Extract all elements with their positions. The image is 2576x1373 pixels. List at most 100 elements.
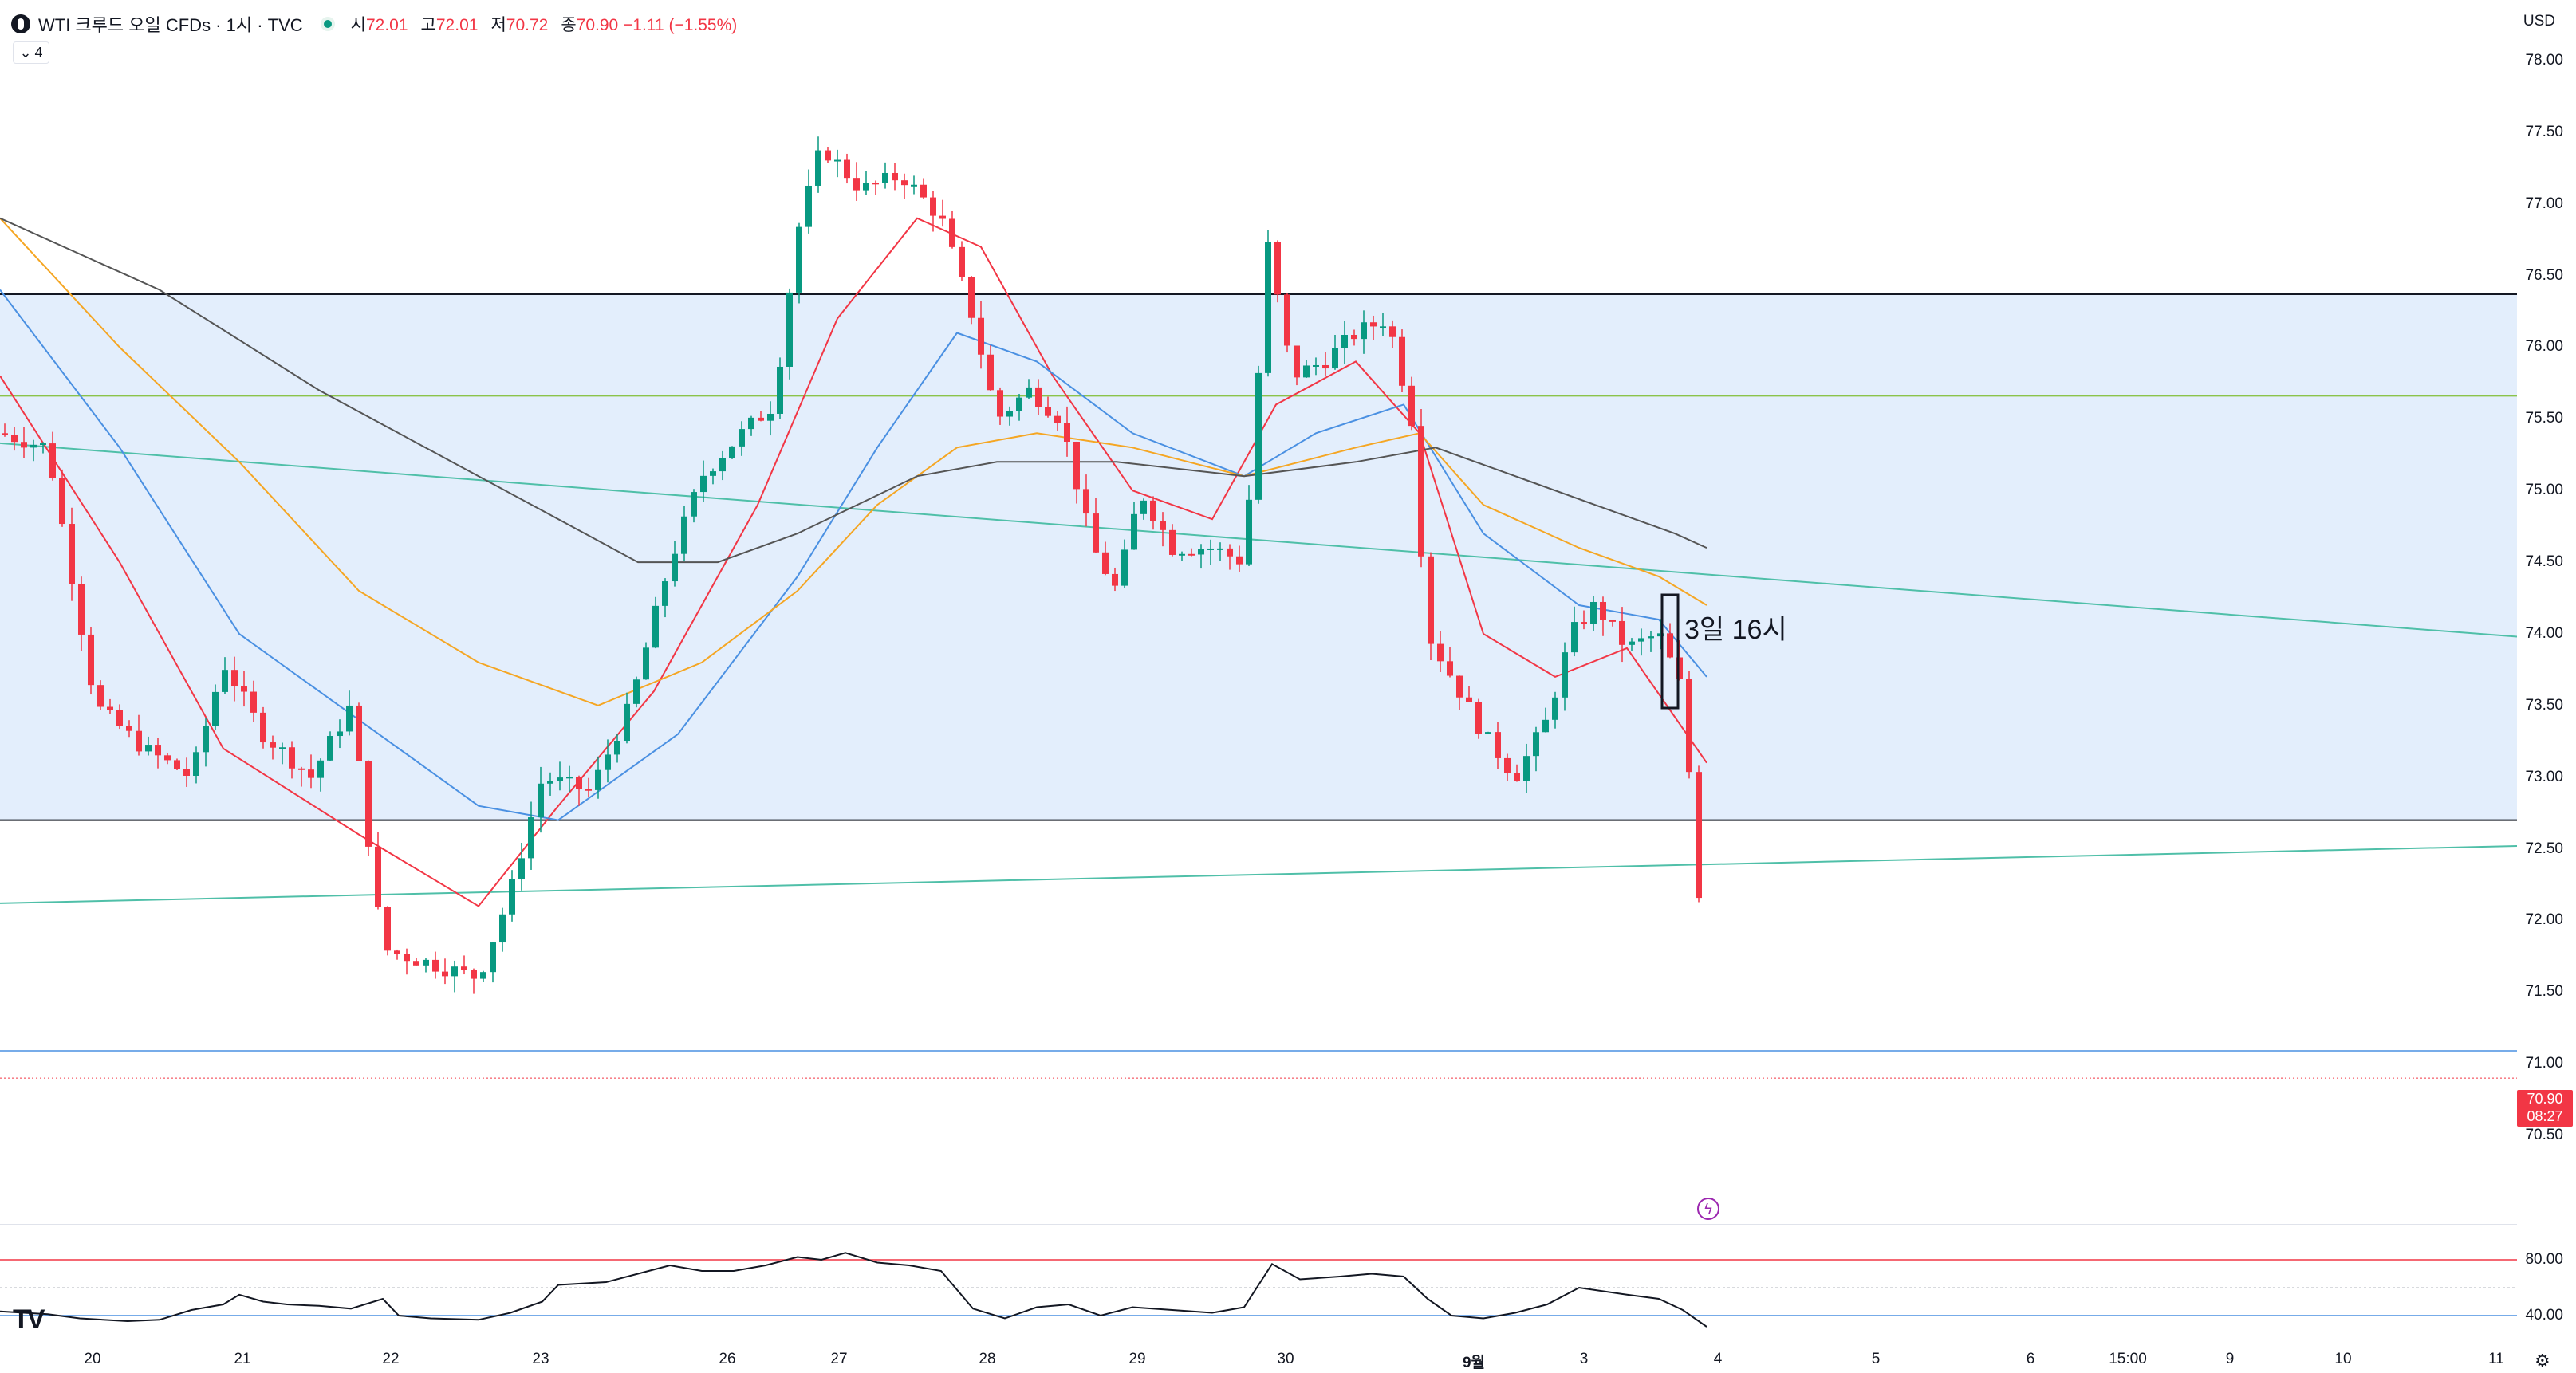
symbol-title[interactable]: WTI 크루드 오일 CFDs · 1시 · TVC bbox=[38, 15, 303, 35]
candle-body bbox=[1073, 442, 1080, 490]
candle-body bbox=[681, 516, 687, 554]
ohlc-item: 시72.01 bbox=[350, 16, 408, 34]
candle-body bbox=[892, 172, 898, 181]
time-tick-label: 6 bbox=[2026, 1351, 2035, 1367]
indicator-toggle[interactable]: ⌄ 4 bbox=[13, 41, 49, 64]
price-tick-label: 70.50 bbox=[2525, 1127, 2563, 1144]
market-status-icon[interactable] bbox=[320, 17, 335, 31]
time-tick-label: 23 bbox=[532, 1351, 549, 1367]
candle-body bbox=[662, 581, 668, 606]
candle-body bbox=[270, 742, 276, 748]
gear-icon[interactable]: ⚙ bbox=[2535, 1351, 2550, 1371]
candle-body bbox=[1523, 756, 1530, 781]
candle-body bbox=[566, 777, 573, 779]
price-tick-label: 72.00 bbox=[2525, 911, 2563, 929]
candle-body bbox=[987, 354, 994, 391]
candle-body bbox=[911, 184, 917, 187]
candle-body bbox=[1351, 335, 1357, 340]
candle-body bbox=[164, 755, 171, 761]
candle-body bbox=[719, 458, 726, 472]
candle-body bbox=[356, 705, 362, 761]
candle-body bbox=[250, 691, 257, 713]
price-axis[interactable]: 78.00 77.50 77.00 76.50 76.00 75.50 75.00 74.50… bbox=[2517, 0, 2576, 1347]
time-tick-label: 28 bbox=[979, 1351, 996, 1367]
time-tick-label: 20 bbox=[84, 1351, 101, 1367]
candle-body bbox=[193, 752, 199, 776]
candle-body bbox=[1169, 529, 1176, 555]
candle-body bbox=[97, 685, 104, 707]
candle-body bbox=[1198, 549, 1204, 555]
candle-body bbox=[1399, 336, 1405, 386]
candle-body bbox=[1504, 757, 1511, 773]
candle-body bbox=[40, 443, 46, 446]
candle-body bbox=[576, 777, 582, 789]
candle-body bbox=[815, 150, 821, 186]
candle-body bbox=[155, 745, 161, 756]
symbol-legend[interactable]: WTI 크루드 오일 CFDs · 1시 · TVC 시72.01 고72.01 저… bbox=[11, 6, 737, 41]
candle-body bbox=[949, 218, 955, 247]
candle-body bbox=[1217, 548, 1223, 550]
candle-body bbox=[1093, 513, 1099, 553]
candle-body bbox=[930, 197, 936, 216]
candle-body bbox=[1581, 622, 1587, 624]
candle-body bbox=[1035, 387, 1042, 407]
candle-body bbox=[471, 970, 477, 979]
lightning-event-icon[interactable]: ϟ bbox=[1697, 1198, 1719, 1220]
price-chart[interactable] bbox=[0, 0, 2517, 1347]
candle-body bbox=[1179, 553, 1185, 556]
candle-body bbox=[509, 879, 515, 915]
candle-body bbox=[1600, 601, 1606, 620]
tradingview-logo-icon[interactable]: TV bbox=[13, 1304, 45, 1335]
candle-body bbox=[1102, 552, 1109, 574]
currency-selector[interactable]: USD bbox=[2523, 13, 2555, 30]
candle-body bbox=[920, 184, 927, 198]
candle-body bbox=[451, 966, 458, 977]
candle-body bbox=[585, 789, 592, 791]
candle-body bbox=[1064, 423, 1070, 443]
candle-body bbox=[499, 914, 506, 943]
oscillator-pane[interactable] bbox=[0, 0, 2517, 1347]
candle-body bbox=[1609, 620, 1616, 622]
time-axis[interactable]: 20 21 22 23 26 27 28 29 30 9월 3 4 5 6 15:00 9 10 11 bbox=[0, 1347, 2517, 1373]
annotation-text[interactable]: 3일 16시 bbox=[1684, 615, 1787, 645]
candle-body bbox=[1619, 620, 1625, 645]
candle-body bbox=[241, 686, 247, 692]
candle-body bbox=[729, 446, 735, 458]
candle-body bbox=[1447, 661, 1453, 676]
bar-countdown: 08:27 bbox=[2527, 1108, 2563, 1124]
candle-body bbox=[1207, 548, 1214, 550]
price-tick-label: 76.50 bbox=[2525, 266, 2563, 284]
candle-body bbox=[1284, 294, 1290, 346]
price-tick-label: 76.00 bbox=[2525, 338, 2563, 356]
candle-body bbox=[834, 159, 841, 162]
price-tick-label: 73.50 bbox=[2525, 696, 2563, 714]
candle-body bbox=[1341, 335, 1348, 348]
time-tick-label: 22 bbox=[382, 1351, 400, 1367]
candle-body bbox=[1112, 573, 1118, 586]
time-tick-label: 26 bbox=[719, 1351, 736, 1367]
candle-body bbox=[1418, 426, 1424, 557]
time-tick-label: 10 bbox=[2334, 1351, 2352, 1367]
candle-body bbox=[432, 959, 439, 972]
candle-body bbox=[260, 712, 266, 743]
candle-body bbox=[1140, 500, 1147, 514]
candle-body bbox=[212, 691, 219, 726]
candle-body bbox=[1542, 719, 1549, 733]
price-tick-label: 77.00 bbox=[2525, 195, 2563, 212]
time-tick-label: 11 bbox=[2488, 1351, 2504, 1367]
candle-body bbox=[978, 317, 984, 355]
candle-body bbox=[672, 553, 678, 582]
time-tick-label: 9 bbox=[2225, 1351, 2235, 1367]
candle-body bbox=[78, 584, 85, 635]
candle-body bbox=[490, 942, 496, 973]
candle-body bbox=[1361, 322, 1367, 340]
ohlc-values: 시72.01 고72.01 저70.72 종70.90 −1.11 (−1.55%) bbox=[351, 12, 738, 36]
ohlc-item: 고72.01 bbox=[420, 16, 479, 34]
candle-body bbox=[1437, 643, 1444, 662]
candle-body bbox=[231, 670, 238, 687]
candle-body bbox=[1408, 385, 1415, 427]
candle-body bbox=[863, 183, 869, 191]
candle-body bbox=[375, 846, 381, 907]
candle-body bbox=[404, 954, 410, 962]
candle-body bbox=[1006, 411, 1013, 417]
